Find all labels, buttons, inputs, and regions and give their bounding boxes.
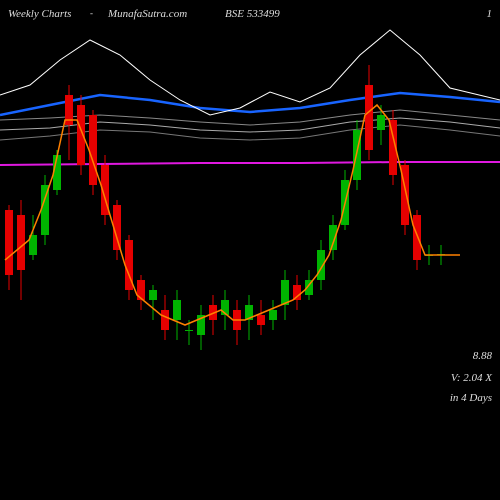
stock-chart: Weekly Charts - MunafaSutra.com BSE 5334… <box>0 0 500 500</box>
chart-canvas <box>0 0 500 500</box>
